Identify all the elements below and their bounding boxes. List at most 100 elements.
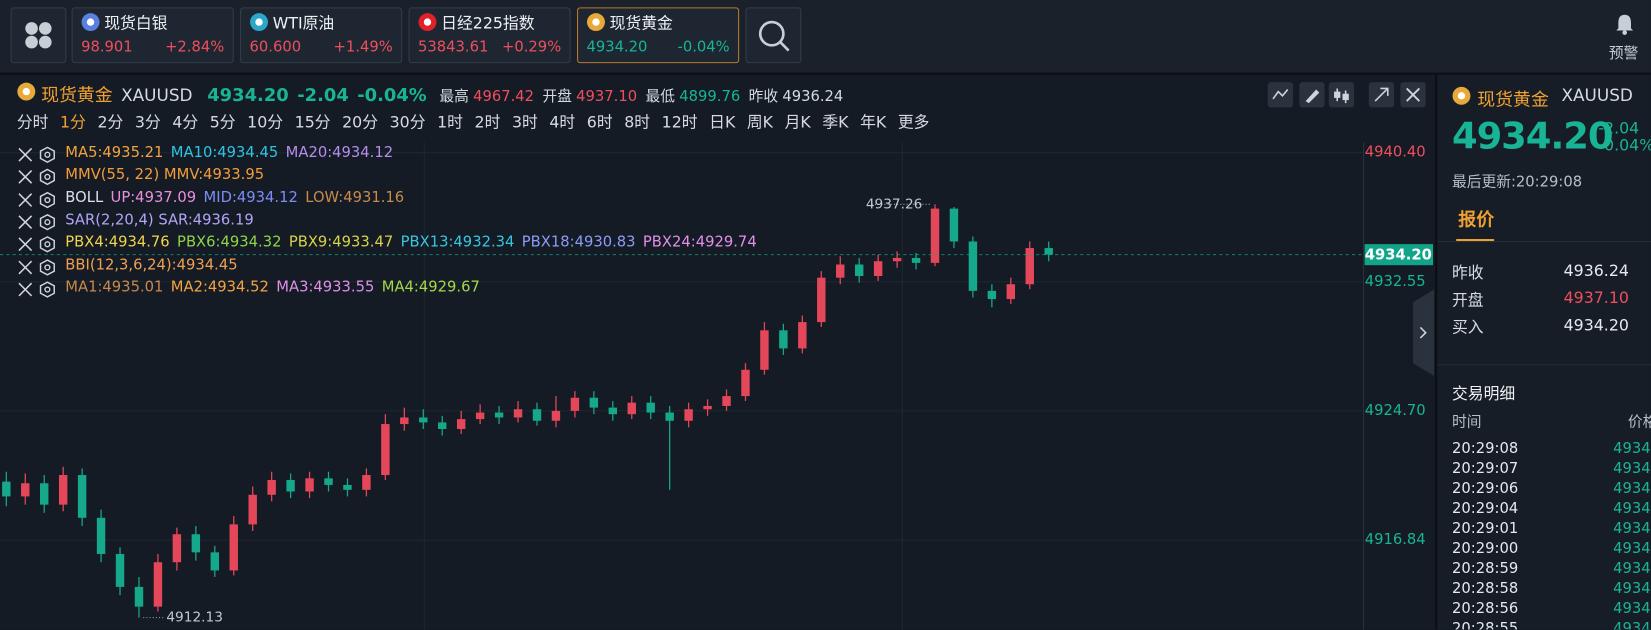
- indicator-controls[interactable]: [17, 213, 59, 232]
- quote-label: 买入: [1451, 317, 1484, 337]
- indicator-controls[interactable]: [17, 280, 59, 299]
- period-tab[interactable]: 2分: [97, 112, 124, 132]
- period-tab[interactable]: 1时: [437, 112, 463, 132]
- side-price: 4934.20: [1451, 115, 1614, 158]
- settings-icon[interactable]: [39, 146, 55, 163]
- period-tab[interactable]: 2时: [474, 112, 501, 132]
- ticker-change: +1.49%: [333, 38, 393, 56]
- period-tab[interactable]: 6时: [586, 112, 613, 132]
- candle-body: [684, 409, 693, 421]
- candle-body: [854, 264, 864, 277]
- tool-button[interactable]: [1328, 82, 1355, 108]
- period-tab[interactable]: 20分: [342, 112, 379, 132]
- ticker-card[interactable]: 日经225指数 53843.61 +0.29%: [408, 7, 571, 64]
- quote-tab[interactable]: 报价: [1458, 209, 1495, 231]
- section-divider: [1437, 364, 1651, 366]
- period-tab[interactable]: 15分: [294, 112, 331, 132]
- period-tab[interactable]: 季K: [822, 112, 849, 132]
- period-tab[interactable]: 3分: [134, 112, 161, 132]
- candle-body: [1006, 284, 1016, 300]
- period-tab[interactable]: 分时: [16, 112, 49, 132]
- candle-body: [949, 208, 959, 242]
- update-time: 最后更新:20:29:08: [1451, 173, 1583, 191]
- period-tab[interactable]: 5分: [209, 112, 236, 132]
- candle-body: [987, 290, 997, 300]
- indicator-controls[interactable]: [17, 145, 59, 164]
- settings-icon[interactable]: [39, 258, 55, 276]
- candle-body: [381, 424, 390, 476]
- candle-body: [703, 405, 712, 410]
- remove-icon[interactable]: [18, 147, 33, 162]
- indicator-value: BBI(12,3,6,24):4934.45: [65, 256, 238, 274]
- candle-body: [570, 397, 580, 411]
- trade-price: 4934.20: [1613, 580, 1651, 598]
- remove-icon[interactable]: [18, 260, 33, 274]
- candle-body: [456, 419, 466, 429]
- period-tab[interactable]: 30分: [389, 112, 426, 132]
- ticker-name: 日经225指数: [441, 13, 535, 33]
- ticker-card[interactable]: 现货黄金 4934.20 -0.04%: [577, 7, 740, 64]
- indicator-value: MA1:4935.01: [65, 278, 164, 296]
- indicator-value: UP:4937.09: [110, 189, 197, 206]
- period-tab[interactable]: 12时: [661, 112, 698, 132]
- trade-price: 4934.20: [1613, 440, 1651, 457]
- candle-body: [551, 410, 561, 421]
- remove-icon[interactable]: [18, 170, 33, 185]
- period-tab[interactable]: 年K: [860, 112, 887, 132]
- indicator-value: LOW:4931.16: [305, 189, 405, 206]
- indicator-controls[interactable]: [17, 190, 59, 209]
- candle-body: [968, 241, 978, 291]
- period-tab[interactable]: 3时: [511, 112, 538, 132]
- indicator-values: MA1:4935.01 MA2:4934.52 MA3:4933.55 MA4:492…: [65, 279, 480, 296]
- ticker-card[interactable]: 现货白银 98.901 +2.84%: [71, 7, 234, 64]
- indicator-value: MMV(55, 22) MMV:4933.95: [65, 166, 265, 184]
- period-tab[interactable]: 日K: [709, 112, 736, 132]
- remove-icon[interactable]: [18, 237, 33, 252]
- ticker-price: 98.901: [81, 38, 133, 56]
- candle-body: [58, 475, 68, 505]
- indicator-value: BOLL: [65, 189, 104, 206]
- search-button[interactable]: [745, 7, 802, 64]
- candle-body: [646, 402, 655, 413]
- candle-body: [21, 483, 30, 497]
- remove-icon[interactable]: [18, 282, 33, 297]
- settings-icon[interactable]: [39, 168, 55, 186]
- max-label: 4937.26: [866, 196, 923, 212]
- trade-price: 4934.20: [1613, 500, 1651, 517]
- trade-time: 20:28:55: [1451, 620, 1519, 630]
- period-tab[interactable]: 周K: [746, 112, 774, 132]
- settings-icon[interactable]: [39, 281, 55, 298]
- indicator-controls[interactable]: [17, 235, 59, 254]
- indicator-controls[interactable]: [17, 257, 59, 276]
- y-tick-label: 4916.84: [1365, 531, 1426, 548]
- ticker-card[interactable]: WTI原油 60.600 +1.49%: [240, 7, 403, 64]
- period-tab[interactable]: 10分: [247, 112, 284, 132]
- bell-icon[interactable]: [1614, 13, 1635, 36]
- alert-label[interactable]: 预警: [1608, 45, 1639, 63]
- period-tab[interactable]: 1分: [60, 112, 86, 132]
- last-price: 4934.20: [207, 85, 289, 107]
- stat-value: 4936.24: [782, 88, 844, 106]
- remove-icon[interactable]: [18, 215, 33, 229]
- period-tab[interactable]: 4分: [172, 112, 199, 132]
- period-tab[interactable]: 8时: [624, 112, 651, 132]
- remove-icon[interactable]: [18, 192, 33, 207]
- collapse-button[interactable]: [1413, 289, 1435, 376]
- settings-icon[interactable]: [39, 213, 55, 231]
- ticker-price: 4934.20: [586, 38, 648, 56]
- icon-dot: [86, 18, 95, 26]
- top-bar: 预警 现货白银 98.901 +2.84% WTI原油 60.600 +1.49% 日经22…: [0, 0, 1651, 75]
- stat-value: 4937.10: [576, 88, 638, 106]
- menu-button[interactable]: [10, 7, 67, 64]
- candle-body: [475, 412, 485, 420]
- settings-icon[interactable]: [39, 236, 55, 253]
- stat-label: 昨收: [748, 88, 779, 106]
- period-tab[interactable]: 4时: [549, 112, 576, 132]
- trade-price: 4934.20: [1613, 620, 1651, 630]
- period-tab[interactable]: 更多: [897, 112, 930, 132]
- indicator-controls[interactable]: [17, 168, 59, 187]
- period-tab[interactable]: 月K: [784, 112, 811, 132]
- side-symbol-name: 现货黄金: [1477, 89, 1549, 111]
- candle-body: [608, 407, 618, 415]
- settings-icon[interactable]: [39, 191, 55, 208]
